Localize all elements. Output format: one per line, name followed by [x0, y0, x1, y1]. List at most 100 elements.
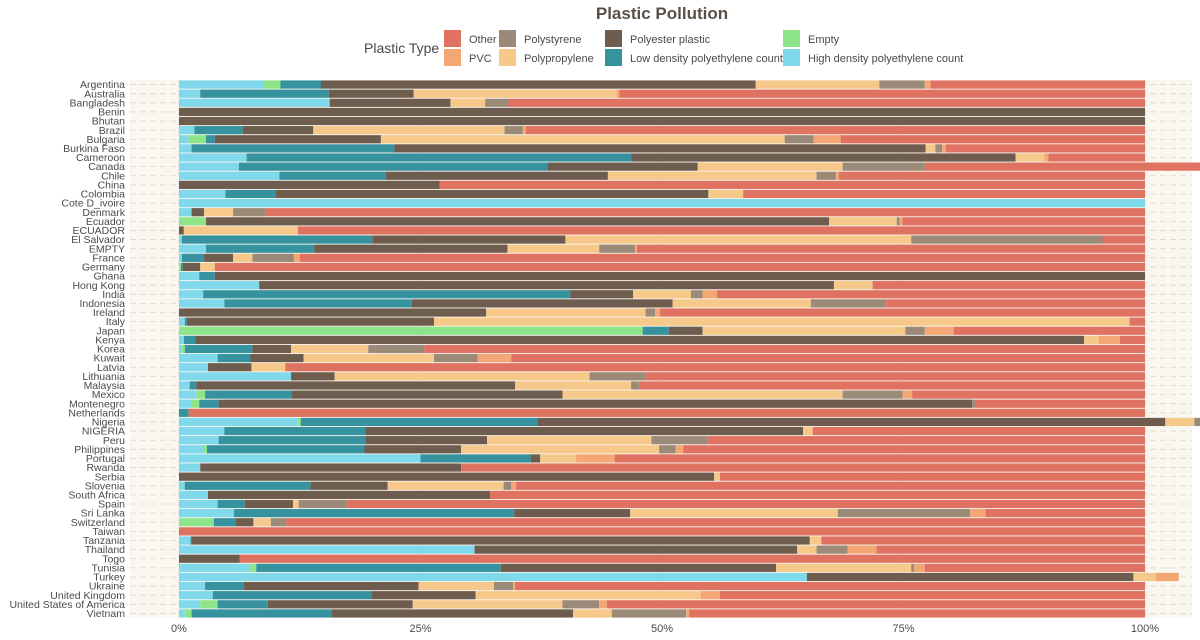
bar-segment-ldpe	[199, 271, 215, 281]
bar-segment-other	[347, 499, 1146, 509]
bar-segment-ldpe	[225, 189, 276, 199]
bar-segment-pet	[214, 271, 1145, 281]
bar-segment-hdpe	[179, 581, 206, 591]
bar-segment-ps	[645, 308, 656, 317]
bar-segment-ldpe	[280, 80, 322, 89]
bar-segment-pp	[714, 472, 720, 481]
bar-segment-hdpe	[179, 354, 218, 363]
bar-segment-pp	[755, 80, 880, 89]
bar-segment-other	[264, 208, 1145, 217]
bar-segment-other	[924, 563, 1145, 572]
bar-segment-pet	[668, 326, 703, 335]
y-tick-label: Vietnam	[87, 608, 126, 620]
bar-segment-hdpe	[179, 253, 182, 262]
bar-segment-ldpe	[183, 335, 196, 344]
y-tick-label: NIGERIA	[82, 426, 125, 438]
bar-segment-pvc	[655, 308, 661, 317]
bar-segment-ps	[972, 399, 976, 408]
bar-segment-hdpe	[179, 281, 260, 290]
bar-segment-hdpe	[179, 335, 184, 344]
bar-segment-pet	[200, 463, 462, 472]
y-tick-label: Malaysia	[84, 380, 126, 392]
y-tick-label: Chile	[101, 170, 125, 182]
bar-segment-hdpe	[179, 417, 298, 427]
bar-segment-ps	[842, 390, 903, 399]
legend-swatch-pvc	[444, 49, 461, 66]
bar-segment-pet	[329, 98, 451, 107]
legend-swatch-pp	[499, 49, 516, 66]
bar-segment-pet	[242, 126, 314, 135]
bar-segment-pp	[450, 98, 486, 107]
bar-segment-other	[188, 408, 1145, 417]
bar-segment-pvc	[847, 545, 877, 554]
bar-segment-ps	[1194, 417, 1200, 427]
bar-segment-pet	[500, 563, 776, 572]
bar-segment-ldpe	[189, 381, 197, 390]
bar-segment-pet	[244, 499, 293, 509]
bar-segment-hdpe	[179, 363, 208, 372]
bar-segment-pp	[291, 344, 369, 354]
bar-segment-pet	[179, 472, 715, 481]
bar-segment-pet	[364, 445, 462, 454]
bar-segment-other	[461, 463, 1145, 472]
legend-label-empty: Empty	[808, 34, 840, 46]
y-tick-label: Kenya	[95, 334, 125, 346]
bar-segment-pp	[607, 171, 817, 180]
bar-segment-ldpe	[199, 399, 219, 408]
bar-segment-pet	[186, 317, 435, 326]
bar-segment-ldpe	[238, 162, 549, 171]
bar-segment-other	[1119, 335, 1145, 344]
bar-segment-other	[946, 144, 1145, 153]
y-tick-label: Germany	[82, 262, 126, 274]
bar-segment-ldpe	[217, 354, 251, 363]
bar-segment-pp	[925, 144, 936, 153]
x-tick-label: 50%	[651, 623, 673, 635]
bar-segment-pvc	[835, 171, 839, 180]
bar-segment-pet	[179, 554, 240, 563]
chart-title: Plastic Pollution	[596, 4, 728, 23]
bar-segment-pet	[537, 417, 1166, 427]
bar-segment-hdpe	[179, 372, 292, 381]
bar-segment-pvc	[511, 481, 517, 490]
bar-segment-pp	[292, 499, 299, 509]
bar-segment-other	[821, 536, 1145, 545]
bar-segment-pvc	[813, 135, 841, 144]
bar-segment-ldpe	[217, 499, 245, 509]
bar-segment-other	[1102, 235, 1145, 244]
bar-segment-ps	[879, 80, 925, 89]
bar-segment-pet	[195, 335, 1085, 344]
y-tick-label: Serbia	[95, 471, 126, 483]
y-tick-label: Nigeria	[92, 417, 125, 429]
bar-segment-ldpe	[184, 481, 311, 490]
legend-label-pp: Polypropylene	[524, 53, 594, 65]
y-tick-label: Turkey	[93, 572, 125, 584]
legend-label-pvc: PVC	[469, 53, 492, 65]
legend-swatch-other	[444, 30, 461, 47]
bar-segment-pet	[365, 426, 804, 436]
bar-segment-other	[902, 217, 1145, 226]
bar-segment-pvc	[599, 600, 607, 609]
bar-segment-ldpe	[200, 89, 329, 98]
bar-segment-ldpe	[642, 326, 669, 335]
bar-segment-pp	[253, 518, 271, 527]
bar-segment-pet	[631, 153, 1016, 162]
y-tick-label: Colombia	[81, 189, 126, 201]
y-tick-label: Portugal	[86, 453, 125, 465]
y-tick-label: Netherlands	[68, 407, 125, 419]
bar-segment-pvc	[686, 609, 690, 618]
bar-segment-ldpe	[224, 299, 412, 308]
bar-segment-pet	[548, 162, 698, 171]
bar-segment-pp	[487, 436, 652, 445]
bar-segment-pp	[418, 581, 494, 591]
y-tick-label: Philippines	[74, 444, 125, 456]
bar-segment-hdpe	[179, 563, 250, 572]
bar-segment-pet	[514, 509, 631, 518]
bar-segment-other	[876, 545, 1145, 554]
bar-segment-pp	[515, 381, 632, 390]
bar-segment-other	[924, 162, 1200, 171]
bar-segment-ldpe	[205, 390, 293, 399]
bar-segment-pp	[387, 481, 504, 490]
bar-segment-hdpe	[179, 198, 1145, 208]
y-tick-label: Thailand	[85, 544, 125, 556]
bar-segment-hdpe	[179, 144, 192, 153]
